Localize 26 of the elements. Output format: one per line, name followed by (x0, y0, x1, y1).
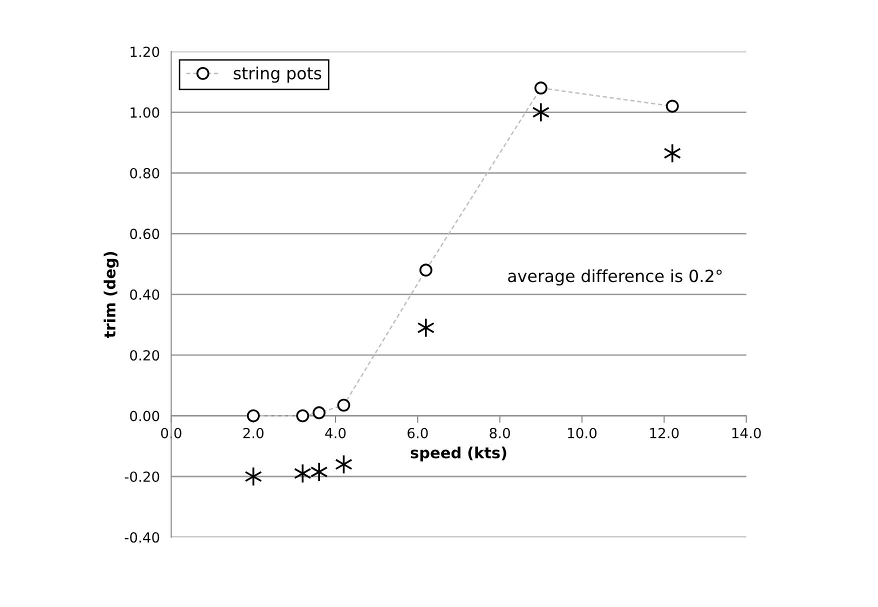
point (664, 143, 682, 164)
x-axis-title: speed (kts) (410, 446, 506, 462)
legend-label: string pots (234, 66, 322, 83)
y-tick-label: -0.20 (124, 471, 160, 482)
point (310, 462, 328, 482)
y-tick-label: 0.80 (130, 168, 160, 178)
point (532, 102, 550, 122)
y-tick-label: 0.40 (130, 289, 160, 300)
point (244, 466, 262, 486)
y-tick-label: -0.40 (124, 532, 160, 543)
x-tick-label: 14.0 (732, 428, 761, 438)
x-tick-label: 12.0 (650, 428, 679, 438)
x-tick-label: 10.0 (568, 428, 597, 438)
point (417, 318, 435, 338)
x-tick-label: 4.0 (325, 428, 346, 438)
y-axis-title: trim (deg) (104, 252, 119, 338)
y-tick-label: 0.00 (130, 410, 160, 422)
x-tick-label: 6.0 (408, 428, 428, 438)
x-tick-label: 0.0 (161, 428, 182, 438)
y-tick-label: 0.20 (130, 350, 160, 361)
x-tick-label: 2.0 (243, 428, 264, 438)
annotation: average difference is 0.2° (508, 269, 722, 286)
x-tick-label: 8.0 (490, 428, 510, 438)
y-tick-label: 0.60 (130, 228, 160, 240)
y-tick-label: 1.00 (130, 107, 160, 118)
y-tick-label: 1.20 (130, 46, 160, 58)
